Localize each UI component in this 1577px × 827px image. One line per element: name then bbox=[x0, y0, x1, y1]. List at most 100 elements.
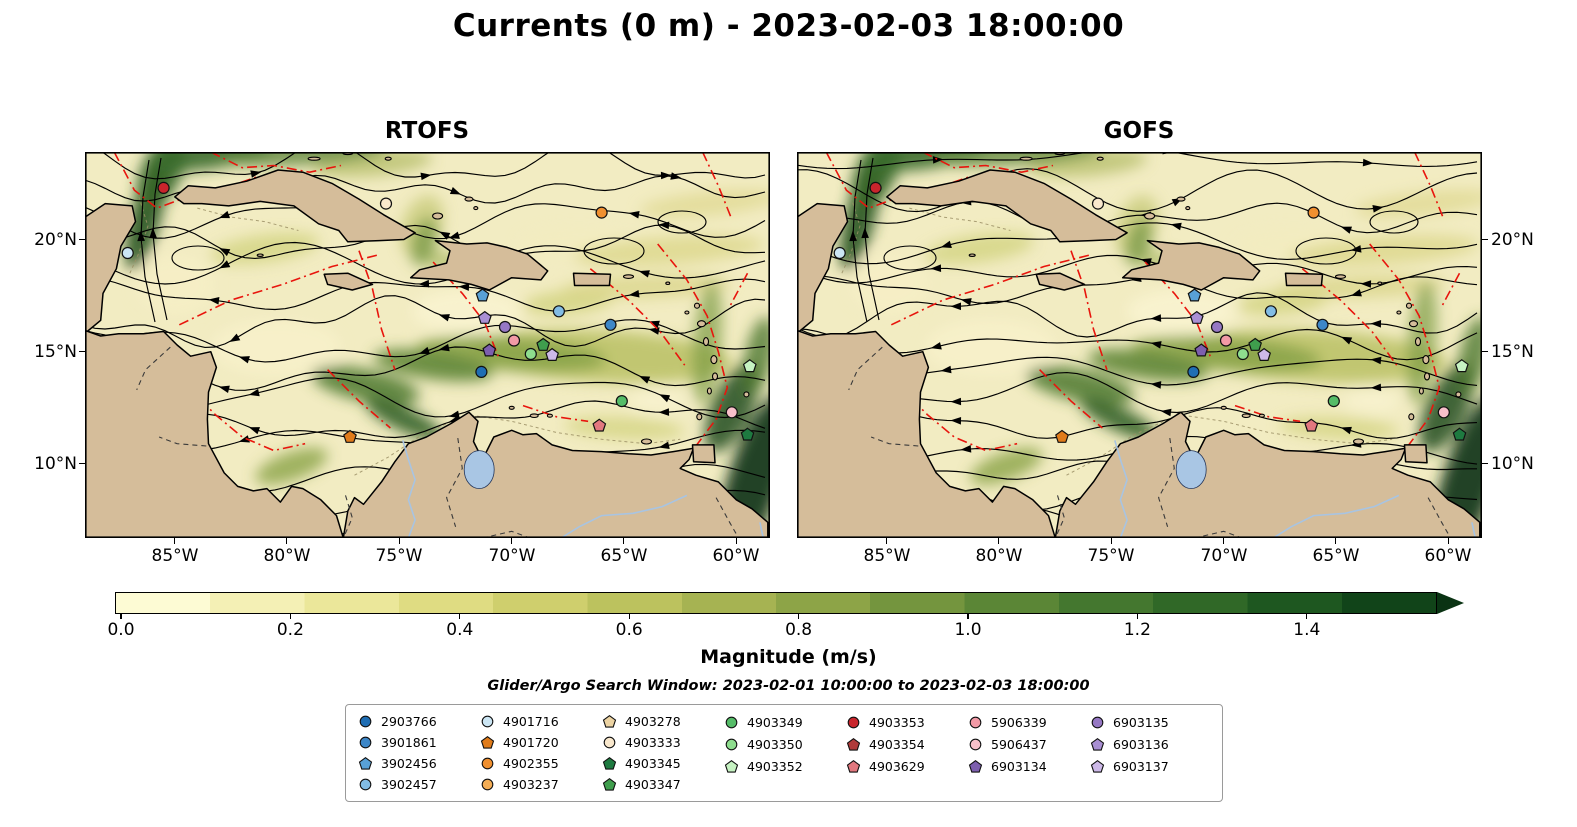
colorbar-tick-label: 1.0 bbox=[954, 620, 982, 640]
legend-label: 4903345 bbox=[625, 755, 681, 771]
legend-item-4903237: 4903237 bbox=[480, 774, 600, 794]
float-marker-3902456 bbox=[1187, 288, 1202, 302]
float-markers bbox=[833, 181, 1469, 443]
legend-label: 5906339 bbox=[991, 715, 1047, 730]
lat-tick-label: 15°N bbox=[34, 342, 77, 362]
float-marker-4903629 bbox=[1304, 418, 1319, 432]
lon-tick-mark bbox=[399, 538, 401, 544]
lon-tick-mark bbox=[886, 538, 888, 544]
legend-label: 4903353 bbox=[869, 715, 925, 730]
lon-tick-mark bbox=[1223, 538, 1225, 544]
legend-label: 3902457 bbox=[381, 776, 437, 792]
lon-tick-label: 85°W bbox=[863, 546, 911, 566]
lat-tick-label: 20°N bbox=[1491, 230, 1534, 250]
legend-column: 5906339 5906437 6903134 bbox=[968, 712, 1088, 794]
legend-label: 4903333 bbox=[625, 735, 681, 751]
pentagon-marker-icon bbox=[480, 736, 495, 749]
float-marker-4903629 bbox=[592, 418, 607, 432]
circle-marker-icon bbox=[359, 778, 372, 790]
legend-item-3901861: 3901861 bbox=[358, 733, 478, 753]
legend-item-4903333: 4903333 bbox=[602, 733, 722, 753]
float-marker-6903136 bbox=[477, 310, 492, 324]
legend-item-6903134: 6903134 bbox=[968, 756, 1088, 777]
lon-tick-mark bbox=[511, 538, 513, 544]
legend-item-4903354: 4903354 bbox=[846, 734, 966, 755]
lon-tick-mark bbox=[1111, 538, 1113, 544]
legend-item-4903350: 4903350 bbox=[724, 734, 844, 755]
legend-item-4903345: 4903345 bbox=[602, 754, 722, 774]
colorbar-tick-mark bbox=[1136, 614, 1139, 619]
float-marker-3901861 bbox=[1316, 318, 1329, 331]
legend-label: 6903135 bbox=[1113, 715, 1169, 730]
float-marker-4903353 bbox=[869, 181, 882, 195]
legend-label: 2903766 bbox=[381, 714, 437, 730]
lat-tick-mark bbox=[79, 463, 85, 465]
circle-marker-icon bbox=[359, 736, 372, 749]
lat-tick-mark bbox=[1482, 351, 1488, 353]
lon-tick-label: 85°W bbox=[151, 546, 199, 566]
map-panel-rtofs bbox=[85, 152, 770, 538]
pentagon-marker-icon bbox=[358, 756, 373, 770]
float-marker-4901716 bbox=[121, 246, 134, 260]
colorbar-tick-label: 1.2 bbox=[1123, 620, 1151, 640]
legend-item-6903136: 6903136 bbox=[1090, 734, 1210, 755]
float-legend: 2903766 3901861 3902456 3902457 4901716 49017… bbox=[345, 704, 1223, 802]
colorbar bbox=[115, 592, 1437, 614]
search-window-subtitle: Glider/Argo Search Window: 2023-02-01 10… bbox=[487, 678, 1090, 694]
float-marker-4903349 bbox=[615, 395, 628, 408]
lat-tick-label: 10°N bbox=[1491, 454, 1534, 474]
lon-tick-mark bbox=[623, 538, 625, 544]
panel-title-gofs: GOFS bbox=[1103, 118, 1175, 144]
float-marker-3902457 bbox=[552, 305, 565, 318]
legend-item-5906339: 5906339 bbox=[968, 712, 1088, 733]
lon-tick-label: 60°W bbox=[1424, 546, 1472, 566]
lat-tick-mark bbox=[79, 239, 85, 241]
colorbar-tick-label: 0.8 bbox=[785, 620, 813, 640]
float-marker-3902456 bbox=[475, 288, 490, 302]
circle-marker-icon bbox=[603, 736, 616, 749]
legend-item-4901720: 4901720 bbox=[480, 733, 600, 753]
lon-tick-mark bbox=[1448, 538, 1450, 544]
legend-label: 3901861 bbox=[381, 735, 437, 751]
colorbar-tick-label: 0.0 bbox=[107, 620, 135, 640]
lat-tick-mark bbox=[1482, 239, 1488, 241]
float-marker-4901720 bbox=[343, 429, 357, 443]
circle-marker-icon bbox=[847, 716, 860, 729]
lat-tick-label: 15°N bbox=[1491, 342, 1534, 362]
figure-title: Currents (0 m) - 2023-02-03 18:00:00 bbox=[452, 8, 1125, 44]
circle-marker-icon bbox=[1091, 716, 1104, 729]
colorbar-tick-label: 0.6 bbox=[615, 620, 643, 640]
legend-item-3902456: 3902456 bbox=[358, 754, 478, 774]
colorbar-tick-label: 1.4 bbox=[1293, 620, 1321, 640]
float-marker-4903353 bbox=[157, 181, 170, 195]
float-marker-6903135 bbox=[1210, 320, 1224, 334]
colorbar-tick-label: 0.4 bbox=[446, 620, 474, 640]
float-marker-6903134 bbox=[1194, 343, 1209, 357]
lat-tick-mark bbox=[1482, 463, 1488, 465]
float-marker-6903134 bbox=[482, 343, 497, 357]
panel-title-rtofs: RTOFS bbox=[384, 118, 470, 144]
float-marker-5906339 bbox=[1219, 334, 1233, 347]
legend-label: 4901716 bbox=[503, 714, 559, 730]
legend-item-4903278: 4903278 bbox=[602, 712, 722, 732]
float-marker-3901861 bbox=[604, 318, 617, 331]
pentagon-marker-icon bbox=[968, 760, 983, 773]
lon-tick-label: 60°W bbox=[712, 546, 760, 566]
float-marker-5906437 bbox=[725, 406, 738, 419]
rtofs-map bbox=[85, 152, 770, 538]
legend-item-5906437: 5906437 bbox=[968, 734, 1088, 755]
legend-label: 5906437 bbox=[991, 737, 1047, 752]
legend-item-4903353: 4903353 bbox=[846, 712, 966, 733]
legend-column: 4903349 4903350 4903352 bbox=[724, 712, 844, 794]
legend-label: 4903349 bbox=[747, 715, 803, 730]
float-marker-4903333 bbox=[379, 197, 393, 210]
lon-tick-label: 65°W bbox=[600, 546, 648, 566]
float-marker-4903349 bbox=[1327, 395, 1340, 408]
legend-label: 4903278 bbox=[625, 714, 681, 730]
float-marker-2903766 bbox=[1187, 365, 1200, 378]
float-marker-3902457 bbox=[1264, 305, 1277, 318]
float-markers bbox=[121, 181, 757, 443]
legend-item-4903352: 4903352 bbox=[724, 756, 844, 777]
pentagon-marker-icon bbox=[724, 760, 739, 773]
legend-label: 6903134 bbox=[991, 759, 1047, 774]
